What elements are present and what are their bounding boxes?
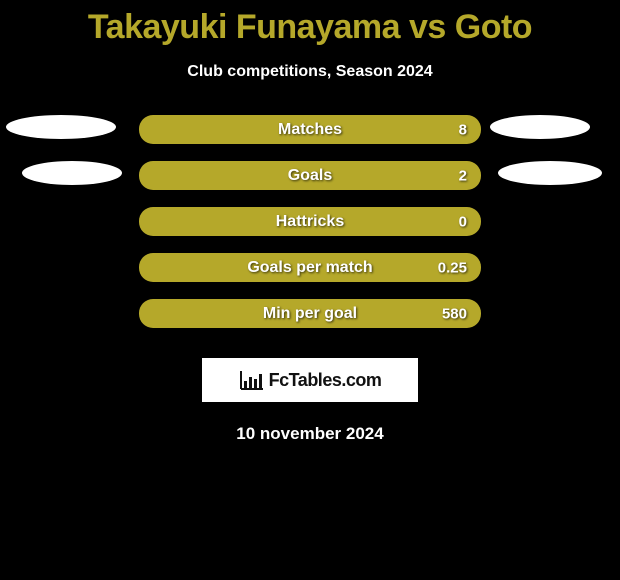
stats-comparison-card: Takayuki Funayama vs Goto Club competiti…: [0, 0, 620, 444]
player-photo-placeholder-right-1: [490, 115, 590, 139]
stat-row-goals: Goals 2: [139, 161, 481, 190]
stats-area: Matches 8 Goals 2 Hattricks 0 Goals per …: [0, 115, 620, 444]
stat-rows: Matches 8 Goals 2 Hattricks 0 Goals per …: [139, 115, 481, 328]
stat-value: 580: [442, 305, 467, 322]
page-title: Takayuki Funayama vs Goto: [0, 0, 620, 47]
stat-value: 0: [459, 213, 467, 230]
player-photo-placeholder-right-2: [498, 161, 602, 185]
player-photo-placeholder-left-2: [22, 161, 122, 185]
stat-row-hattricks: Hattricks 0: [139, 207, 481, 236]
stat-label: Goals: [288, 167, 332, 185]
stat-label: Matches: [278, 121, 342, 139]
stat-label: Hattricks: [276, 213, 344, 231]
page-subtitle: Club competitions, Season 2024: [0, 63, 620, 81]
stat-value: 2: [459, 167, 467, 184]
logo-text: FcTables.com: [269, 370, 382, 391]
bar-chart-icon: [239, 369, 265, 391]
stat-value: 0.25: [438, 259, 467, 276]
logo-box: FcTables.com: [202, 358, 418, 402]
player-photo-placeholder-left-1: [6, 115, 116, 139]
stat-row-min-per-goal: Min per goal 580: [139, 299, 481, 328]
stat-label: Min per goal: [263, 305, 357, 323]
stat-label: Goals per match: [247, 259, 372, 277]
stat-row-goals-per-match: Goals per match 0.25: [139, 253, 481, 282]
stat-row-matches: Matches 8: [139, 115, 481, 144]
stat-value: 8: [459, 121, 467, 138]
date-label: 10 november 2024: [0, 424, 620, 444]
